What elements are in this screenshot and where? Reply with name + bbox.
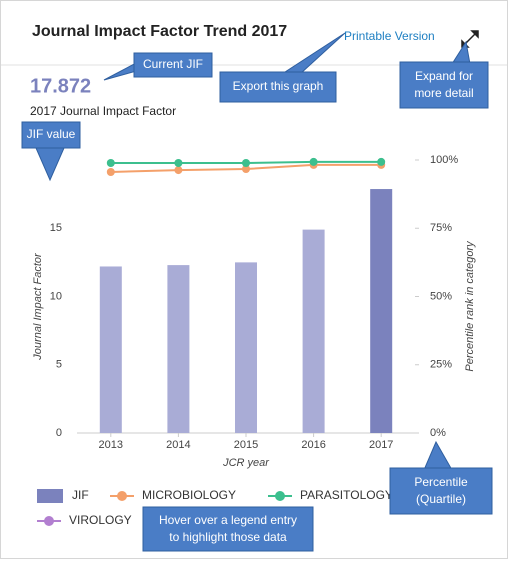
jif-label: 2017 Journal Impact Factor <box>30 104 176 118</box>
x-tick-label: 2013 <box>99 439 123 451</box>
title: Journal Impact Factor Trend 2017 <box>32 23 287 40</box>
bar <box>370 189 393 433</box>
callout-text: Hover over a legend entry <box>159 513 297 527</box>
legend-entry[interactable]: PARASITOLOGY <box>268 488 393 502</box>
bar <box>302 229 325 433</box>
point <box>106 168 115 177</box>
legend-swatch <box>37 489 63 503</box>
legend-swatch <box>44 516 54 526</box>
point <box>242 159 250 168</box>
callout: JIF value <box>21 121 81 182</box>
callout-text: (Quartile) <box>416 492 466 506</box>
legend-label: JIF <box>72 488 89 502</box>
legend-entry[interactable]: JIF <box>37 488 89 503</box>
printable-link[interactable]: Printable Version <box>344 29 435 43</box>
legend-label: MICROBIOLOGY <box>142 488 236 502</box>
bar <box>167 265 190 433</box>
callout: Percentile (Quartile) <box>389 440 493 515</box>
callout-text: Expand for <box>415 69 473 83</box>
callout: Hover over a legend entry to highlight t… <box>142 506 314 552</box>
x-axis-title: JCR year <box>222 457 270 469</box>
callout: Current JIF <box>103 52 213 81</box>
y-tick-label: 15 <box>50 222 62 234</box>
callout-text: to highlight those data <box>169 530 287 544</box>
legend-label: VIROLOGY <box>69 513 132 527</box>
point <box>309 157 318 166</box>
callout-text: Export this graph <box>233 79 324 93</box>
point <box>174 166 183 175</box>
legend-swatch <box>275 491 285 501</box>
callout: Export this graph <box>219 32 346 103</box>
y-tick-label: 0 <box>56 427 62 439</box>
x-tick-label: 2015 <box>234 439 258 451</box>
point <box>377 157 386 166</box>
x-tick-label: 2017 <box>369 439 393 451</box>
callout-text: Current JIF <box>143 57 203 71</box>
y-tick-label: 10 <box>50 290 62 302</box>
callout: Expand for more detail <box>399 40 489 109</box>
y2-tick-label: 0% <box>430 427 446 439</box>
y2-tick-label: 50% <box>430 290 452 302</box>
y-axis-title: Journal Impact Factor <box>32 252 44 361</box>
callout-text: Percentile <box>414 475 468 489</box>
bar <box>99 266 122 433</box>
legend-entry[interactable]: VIROLOGY <box>37 513 132 527</box>
callout-text: more detail <box>414 86 473 100</box>
y-tick-label: 5 <box>56 359 62 371</box>
point <box>242 165 250 174</box>
callout-text: JIF value <box>27 127 76 141</box>
y2-tick-label: 100% <box>430 154 458 166</box>
legend-label: PARASITOLOGY <box>300 488 393 502</box>
point <box>174 159 183 168</box>
point <box>106 159 115 168</box>
legend-swatch <box>117 491 127 501</box>
chart: 0 5 10 15 0% 25% 50% 75% 100% Journal Impact Fact… <box>32 154 476 527</box>
jif-number: 17.872 <box>30 75 91 97</box>
x-tick-label: 2016 <box>301 439 325 451</box>
bar <box>235 262 257 433</box>
y2-axis-title: Percentile rank in category <box>464 240 476 372</box>
y2-tick-label: 75% <box>430 222 452 234</box>
legend-entry[interactable]: MICROBIOLOGY <box>110 488 236 502</box>
y2-tick-label: 25% <box>430 359 452 371</box>
x-tick-label: 2014 <box>166 439 190 451</box>
